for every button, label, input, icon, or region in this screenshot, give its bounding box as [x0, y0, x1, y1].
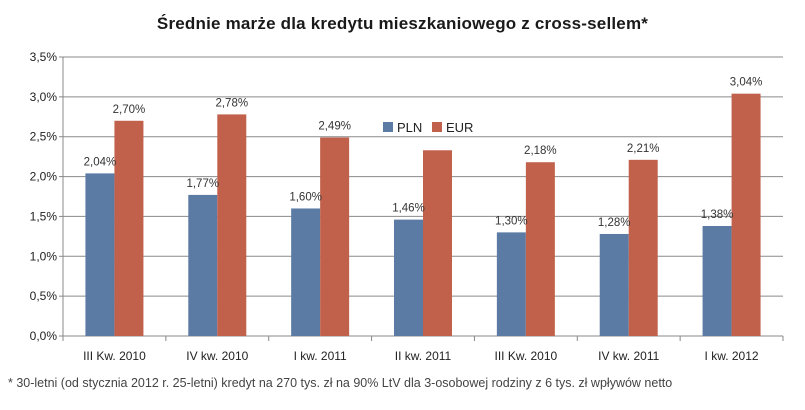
x-tick-label: I kw. 2011 [294, 349, 347, 363]
y-tick-label: 1,5% [30, 209, 58, 223]
y-tick-label: 2,0% [30, 170, 58, 184]
legend-label-eur: EUR [446, 120, 473, 135]
data-label-pln: 2,04% [84, 156, 117, 168]
data-label-eur: 2,49% [318, 121, 351, 133]
data-label-eur: 3,04% [730, 77, 763, 89]
data-label-eur: 2,78% [215, 97, 248, 109]
bar-pln [394, 219, 423, 336]
data-label-eur: 2,70% [113, 104, 146, 116]
x-tick-label: I kw. 2012 [705, 349, 759, 363]
x-tick-label: IV kw. 2011 [598, 349, 659, 363]
y-tick-label: 0,5% [30, 289, 58, 303]
x-tick-label: III Kw. 2010 [494, 349, 557, 363]
chart-title: Średnie marże dla kredytu mieszkaniowego… [156, 14, 649, 33]
x-tick-label: III Kw. 2010 [83, 349, 146, 363]
data-label-pln: 1,77% [186, 178, 219, 190]
bar-pln [496, 232, 526, 336]
data-label-pln: 1,38% [701, 209, 734, 221]
bar-eur [731, 93, 761, 336]
bar-pln [85, 173, 115, 336]
y-tick-label: 2,5% [30, 130, 58, 144]
x-tick-label: IV kw. 2010 [186, 349, 248, 363]
bar-eur [525, 162, 555, 336]
bar-eur [628, 159, 658, 336]
x-tick-label: II kw. 2011 [395, 349, 452, 363]
y-tick-label: 0,0% [30, 329, 58, 343]
footnote: * 30-letni (od stycznia 2012 r. 25-letni… [8, 376, 673, 390]
legend-swatch-eur [432, 122, 442, 132]
bar-eur [423, 150, 452, 336]
data-label-eur: 2,18% [524, 145, 557, 157]
bar-pln [702, 225, 732, 336]
legend-label-pln: PLN [397, 120, 422, 135]
data-label-pln: 1,60% [289, 191, 322, 203]
bar-eur [114, 120, 144, 337]
bar-eur [217, 114, 247, 336]
legend-swatch-pln [383, 122, 393, 132]
y-tick-label: 1,0% [30, 249, 58, 263]
data-label-pln: 1,30% [495, 215, 528, 227]
data-label-eur: 2,21% [627, 143, 660, 155]
y-tick-label: 3,0% [30, 90, 58, 104]
data-label-pln: 1,46% [392, 203, 425, 215]
y-tick-label: 3,5% [30, 50, 58, 64]
bar-eur [320, 137, 350, 336]
data-label-pln: 1,28% [598, 217, 631, 229]
bar-pln [291, 208, 321, 336]
bar-pln [599, 233, 629, 336]
bar-pln [188, 194, 218, 336]
